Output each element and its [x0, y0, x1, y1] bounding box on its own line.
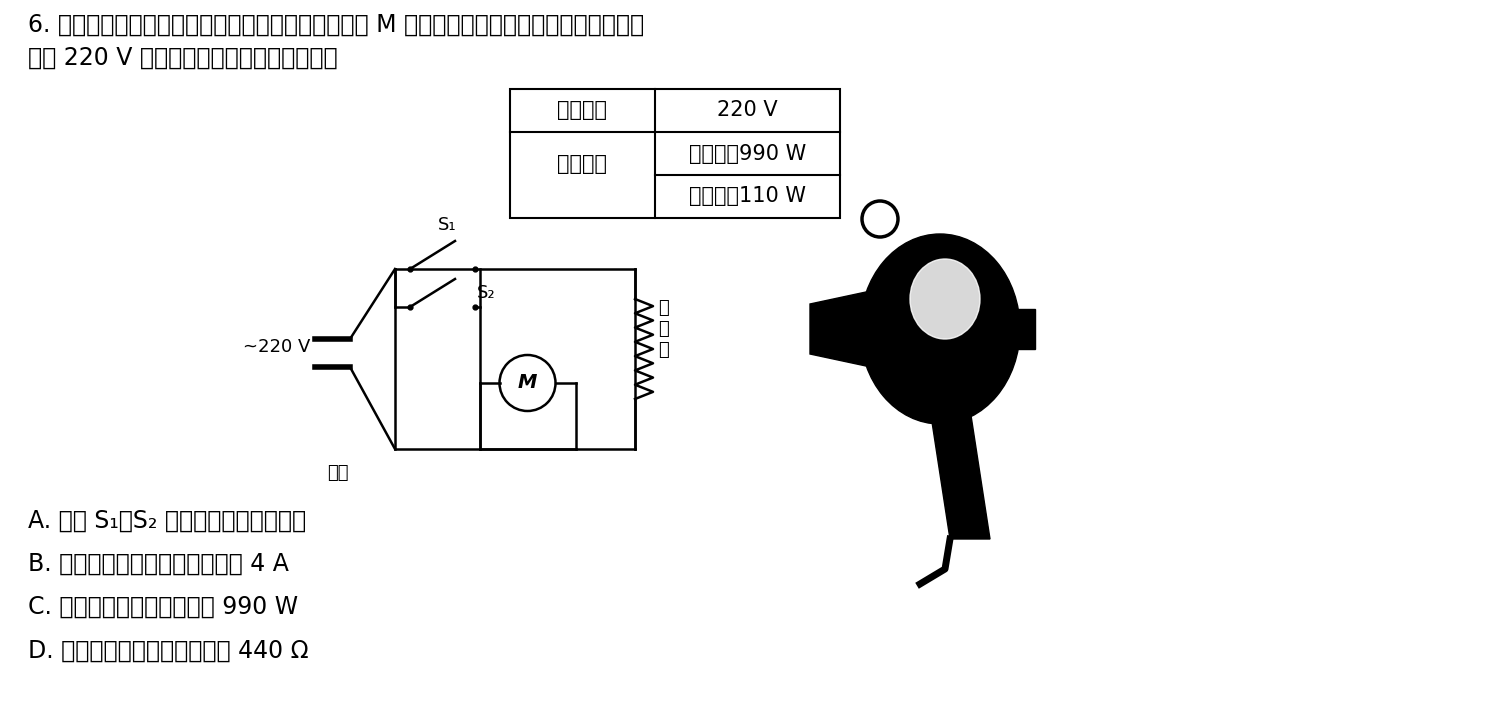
Text: 额定电压: 额定电压 — [558, 101, 608, 121]
Text: 额定功率: 额定功率 — [558, 155, 608, 174]
Text: B. 吹热风时通过电热丝的电流为 4 A: B. 吹热风时通过电热丝的电流为 4 A — [29, 552, 290, 576]
Ellipse shape — [909, 259, 980, 339]
Ellipse shape — [860, 234, 1019, 424]
Text: ~220 V: ~220 V — [243, 338, 311, 356]
Text: D. 该电吹风中电动机的内阻为 440 Ω: D. 该电吹风中电动机的内阻为 440 Ω — [29, 639, 309, 663]
Text: 插头: 插头 — [327, 464, 348, 482]
Bar — [510, 89, 840, 218]
Polygon shape — [810, 289, 881, 369]
Text: 220 V: 220 V — [718, 101, 778, 121]
Text: 冷风时：110 W: 冷风时：110 W — [689, 186, 805, 206]
Text: 风在 220 V 电压下工作。下列说法正确的是: 风在 220 V 电压下工作。下列说法正确的是 — [29, 46, 338, 70]
Bar — [1010, 309, 1034, 349]
Polygon shape — [930, 409, 989, 539]
Text: 电
热
丝: 电 热 丝 — [657, 299, 668, 359]
Text: S₁: S₁ — [439, 216, 457, 234]
Text: C. 吹热风时电热丝的功率为 990 W: C. 吹热风时电热丝的功率为 990 W — [29, 595, 299, 619]
Text: S₂: S₂ — [477, 284, 496, 302]
Text: 热风时：990 W: 热风时：990 W — [689, 144, 807, 163]
Text: 6. 某电吹风简化电路如图所示，其主要部件为电动机 M 和电热丝，部分技术参数如下表，电吹: 6. 某电吹风简化电路如图所示，其主要部件为电动机 M 和电热丝，部分技术参数如… — [29, 13, 644, 37]
Text: M: M — [517, 373, 537, 393]
Text: A. 开关 S₁、S₂ 都闭合时电吹风吹冷风: A. 开关 S₁、S₂ 都闭合时电吹风吹冷风 — [29, 509, 306, 533]
